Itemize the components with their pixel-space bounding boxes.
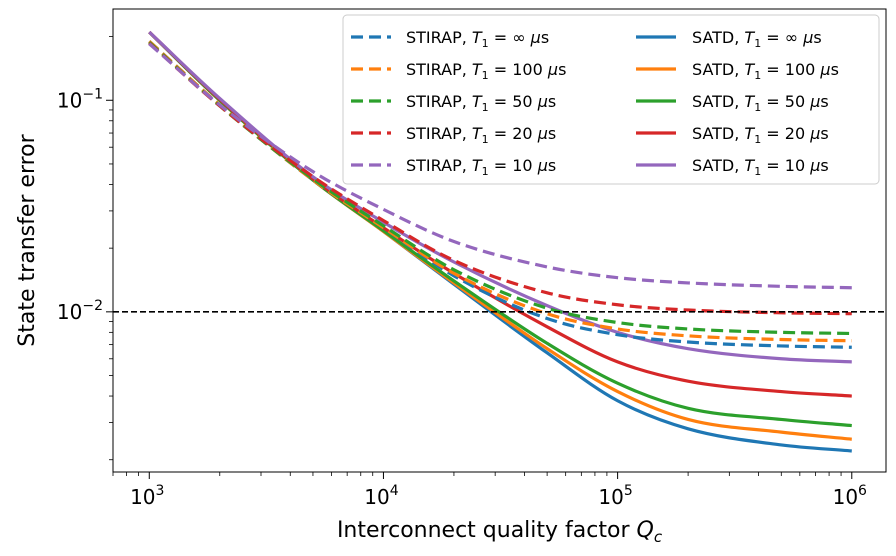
legend-entry: STIRAP, T1 = 10 μs (351, 156, 556, 178)
x-tick-label: 106 (833, 483, 867, 509)
x-tick-label: 103 (130, 483, 164, 509)
legend-entry: SATD, T1 = 100 μs (636, 60, 839, 82)
legend-label: SATD, T1 = 100 μs (692, 60, 839, 82)
legend: STIRAP, T1 = ∞ μs STIRAP, T1 = 100 μs STIR… (342, 14, 880, 185)
legend-entry: STIRAP, T1 = 20 μs (351, 124, 556, 146)
legend-entry: SATD, T1 = 20 μs (636, 124, 829, 146)
x-axis-label-text: Interconnect quality factor (337, 518, 637, 543)
legend-entry: SATD, T1 = 50 μs (636, 92, 829, 114)
legend-label: SATD, T1 = 50 μs (692, 92, 829, 114)
y-tick-label: 10−1 (57, 86, 103, 112)
series-line-stirap-t1-10 (148, 42, 852, 290)
legend-label: STIRAP, T1 = 20 μs (406, 124, 556, 146)
legend-label: STIRAP, T1 = 100 μs (406, 60, 566, 82)
x-axis-label-subscript: c (654, 528, 663, 546)
legend-label: STIRAP, T1 = ∞ μs (406, 28, 549, 50)
series-layer (148, 30, 852, 453)
legend-entry: SATD, T1 = 10 μs (636, 156, 829, 178)
x-axis-label: Interconnect quality factor Qc (337, 518, 663, 546)
legend-label: STIRAP, T1 = 10 μs (406, 156, 556, 178)
plot-area-frame (112, 8, 887, 473)
legend-entry: STIRAP, T1 = 100 μs (351, 60, 566, 82)
legend-box (342, 14, 880, 185)
legend-label: SATD, T1 = 20 μs (692, 124, 829, 146)
y-tick-label: 10−2 (57, 298, 103, 324)
legend-label: SATD, T1 = 10 μs (692, 156, 829, 178)
x-tick-label: 105 (598, 483, 632, 509)
legend-label: STIRAP, T1 = 50 μs (406, 92, 556, 114)
legend-label: SATD, T1 = ∞ μs (692, 28, 822, 50)
legend-entry: SATD, T1 = ∞ μs (636, 28, 822, 50)
series-line-satd-t1-10 (148, 30, 852, 364)
x-tick-label: 104 (364, 483, 398, 509)
legend-entry: STIRAP, T1 = 50 μs (351, 92, 556, 114)
y-axis-label: State transfer error (15, 133, 40, 346)
x-axis-label-symbol: Q (636, 518, 653, 543)
legend-entry: STIRAP, T1 = ∞ μs (351, 28, 549, 50)
ticks-layer: 103 104 105 106 10−2 10−1 (57, 36, 867, 509)
